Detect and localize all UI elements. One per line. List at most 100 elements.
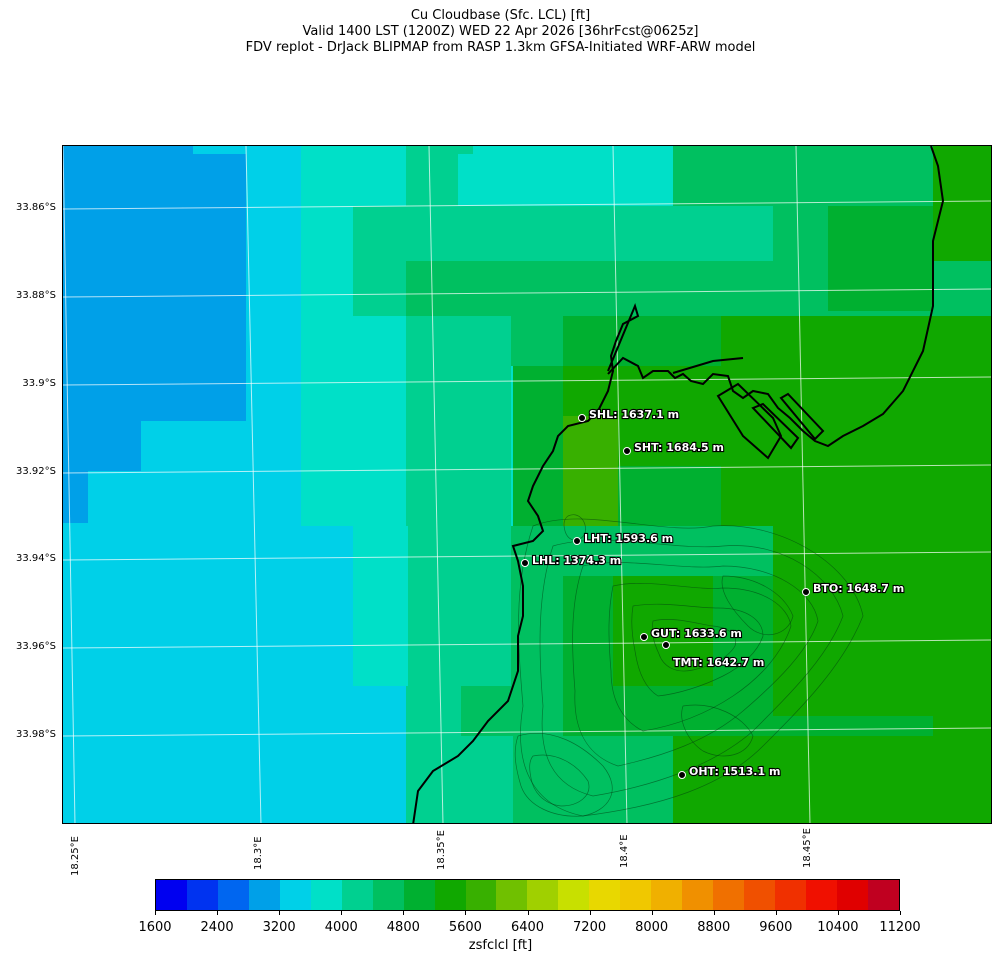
colorbar	[155, 879, 900, 911]
grid-cell	[141, 421, 246, 823]
colorbar-swatch	[867, 880, 899, 910]
colorbar-swatch	[806, 880, 837, 910]
colorbar-swatch	[775, 880, 807, 910]
coastline-path	[672, 357, 744, 374]
colorbar-tick-label: 5600	[448, 920, 482, 935]
grid-cell	[353, 526, 408, 686]
colorbar-tick-mark	[341, 911, 343, 915]
terrain-contour	[721, 575, 794, 635]
colorbar-swatch	[496, 880, 528, 910]
grid-cell	[458, 154, 673, 206]
lat-label: 33.86°S	[16, 202, 56, 213]
colorbar-swatch	[558, 880, 590, 910]
station-label-shl: SHL: 1637.1 m	[589, 408, 679, 421]
colorbar-tick-mark	[713, 911, 715, 915]
colorbar-swatch	[713, 880, 745, 910]
lon-label: 18.4°E	[619, 834, 630, 868]
colorbar-tick-label: 7200	[573, 920, 607, 935]
colorbar-swatch	[310, 880, 342, 910]
lon-label: 18.35°E	[436, 830, 447, 870]
station-label-sht: SHT: 1684.5 m	[634, 441, 724, 454]
colorbar-swatch	[465, 880, 497, 910]
station-labels: SHL: 1637.1 m SHT: 1684.5 m LHT: 1593.6 …	[531, 407, 905, 779]
grid-cell	[563, 416, 618, 526]
colorbar-tick-mark	[900, 911, 901, 915]
graticule-lat-line	[63, 288, 991, 298]
grid-cell	[301, 521, 353, 686]
colorbar-tick-label: 9600	[759, 920, 793, 935]
station-marker-lhl	[521, 559, 529, 567]
colorbar-swatch	[744, 880, 776, 910]
colorbar-tick-label: 3200	[262, 920, 296, 935]
colorbar-swatch	[186, 880, 218, 910]
graticule-lon-line	[245, 146, 262, 823]
colorbar-swatch	[341, 880, 373, 910]
colorbar-tick-mark	[589, 911, 591, 915]
terrain-contour	[514, 732, 613, 817]
graticule-lat-line	[63, 551, 991, 561]
grid-cell	[406, 146, 458, 206]
grid-cell	[933, 626, 991, 823]
colorbar-tick-mark	[775, 911, 777, 915]
breakwater-path	[779, 392, 825, 441]
colorbar-swatch	[372, 880, 404, 910]
colorbar-swatch	[620, 880, 652, 910]
lat-label: 33.88°S	[16, 290, 56, 301]
lat-label: 33.94°S	[16, 553, 56, 564]
terrain-contour	[651, 619, 737, 672]
lat-label: 33.9°S	[22, 378, 56, 389]
colorbar-swatch	[527, 880, 559, 910]
colorbar-tick-mark	[837, 911, 839, 915]
colorbar-tick-label: 8800	[697, 920, 731, 935]
graticule-lat-line	[63, 639, 991, 649]
chart-source: FDV replot - DrJack BLIPMAP from RASP 1.…	[245, 40, 756, 55]
colorbar-tick-label: 8000	[635, 920, 669, 935]
colorbar-swatch	[651, 880, 683, 910]
terrain-contours	[514, 514, 864, 817]
station-label-gut: GUT: 1633.6 m	[651, 627, 742, 640]
terrain-contour	[572, 562, 819, 767]
station-marker-shl	[578, 414, 586, 422]
colorbar-tick-label: 6400	[510, 920, 545, 935]
station-marker-lht	[573, 537, 581, 545]
lat-label: 33.98°S	[16, 729, 56, 740]
colorbar-tick-label: 11200	[879, 920, 921, 935]
colorbar-tick-label: 4000	[324, 920, 358, 935]
grid-cell	[63, 146, 246, 421]
colorbar-tick-label: 10400	[817, 920, 859, 935]
station-label-lhl: LHL: 1374.3 m	[532, 554, 621, 567]
colorbar-tick-mark	[651, 911, 653, 915]
coastline	[412, 146, 945, 823]
station-marker-oht	[678, 771, 686, 779]
colorbar-tick-mark	[279, 911, 281, 915]
grid-cell	[613, 576, 713, 686]
breakwater-path	[716, 382, 783, 460]
station-marker-gut	[640, 633, 648, 641]
colorbar-swatch	[589, 880, 621, 910]
graticule-lon-line	[612, 146, 628, 823]
colorbar-tick-mark	[527, 911, 529, 915]
lat-label: 33.92°S	[16, 466, 56, 477]
lat-label: 33.96°S	[16, 641, 56, 652]
colorbar-swatch	[156, 880, 187, 910]
breakwater-path	[751, 402, 800, 450]
station-markers	[521, 414, 810, 779]
grid-cell	[406, 316, 511, 366]
terrain-contour	[608, 583, 792, 732]
colorbar-swatch	[434, 880, 466, 910]
grid-cell	[828, 206, 933, 311]
colorbar-tick-label: 2400	[200, 920, 234, 935]
grid-cell	[513, 736, 673, 823]
chart-valid-time: Valid 1400 LST (1200Z) WED 22 Apr 2026 […	[302, 24, 699, 39]
graticule	[63, 146, 991, 823]
colorbar-swatch	[836, 880, 868, 910]
map-plot-area: SHL: 1637.1 m SHT: 1684.5 m LHT: 1593.6 …	[62, 145, 992, 824]
terrain-contour	[529, 754, 590, 807]
cloudbase-grid	[63, 146, 991, 823]
coastline-path	[607, 146, 945, 448]
grid-cell	[461, 736, 516, 823]
colorbar-tick-mark	[403, 911, 405, 915]
lon-label: 18.3°E	[253, 836, 264, 870]
terrain-contour	[631, 603, 764, 697]
colorbar-tick-label: 4800	[386, 920, 420, 935]
